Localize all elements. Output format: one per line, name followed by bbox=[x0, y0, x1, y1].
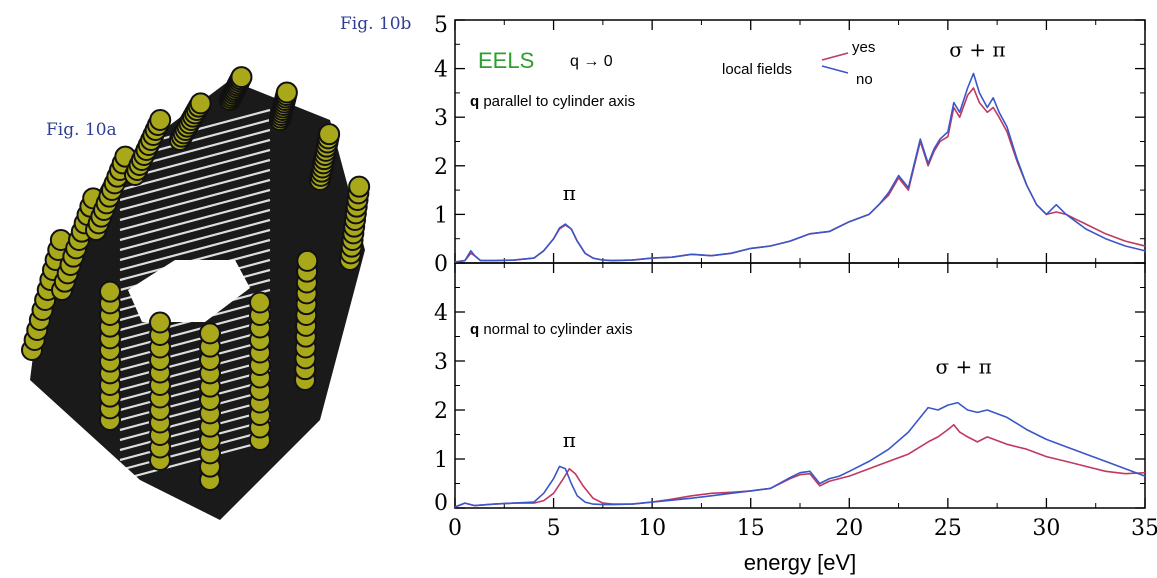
x-tick-label: 5 bbox=[547, 516, 561, 541]
y-tick-label: 3 bbox=[434, 106, 448, 131]
bond-line bbox=[119, 198, 271, 242]
peak-label: π bbox=[563, 428, 576, 452]
bond-line bbox=[119, 398, 271, 442]
bond-line bbox=[119, 148, 271, 192]
bond-line bbox=[119, 428, 271, 472]
carbon-atom bbox=[275, 81, 298, 104]
y-tick-label: 0 bbox=[434, 252, 448, 277]
y-tick-label: 2 bbox=[434, 155, 448, 180]
carbon-atom bbox=[318, 123, 341, 146]
y-tick-label: 4 bbox=[434, 301, 448, 326]
bottom-panel-frame bbox=[454, 262, 1146, 509]
x-axis-title: energy [eV] bbox=[744, 550, 857, 575]
carbon-atom bbox=[296, 249, 319, 272]
y-tick-label: 2 bbox=[434, 399, 448, 424]
carbon-atom bbox=[189, 92, 212, 115]
x-tick-label: 30 bbox=[1032, 516, 1060, 541]
carbon-atom bbox=[149, 109, 172, 131]
carbon-atom bbox=[348, 175, 371, 198]
bond-line bbox=[119, 408, 271, 452]
bond-line bbox=[119, 378, 271, 422]
y-tick-label: 0 bbox=[434, 491, 448, 516]
bond-line bbox=[119, 208, 271, 252]
series-line-yes-panel-2 bbox=[454, 423, 1146, 508]
x-tick-label: 25 bbox=[934, 516, 962, 541]
q-limit-label: q → 0 bbox=[570, 53, 613, 70]
legend-yes-label: yes bbox=[852, 39, 875, 56]
bond-line bbox=[119, 358, 271, 402]
bottom-condition-q: q bbox=[470, 321, 479, 338]
carbon-atom bbox=[199, 322, 221, 345]
legend-yes-line bbox=[821, 52, 849, 61]
bond-line bbox=[119, 348, 271, 392]
bond-line bbox=[119, 218, 271, 262]
peak-label: π bbox=[563, 181, 576, 205]
y-tick-label: 5 bbox=[434, 13, 448, 38]
legend-title: local fields bbox=[722, 61, 792, 78]
eels-label: EELS bbox=[478, 48, 534, 73]
peak-label: σ + π bbox=[949, 37, 1005, 61]
legend-no-label: no bbox=[856, 71, 873, 88]
bond-line bbox=[119, 168, 271, 212]
bond-line bbox=[119, 388, 271, 432]
x-tick-label: 20 bbox=[835, 516, 863, 541]
bond-line bbox=[119, 328, 271, 372]
x-tick-label: 35 bbox=[1131, 516, 1157, 541]
bottom-panel-condition: q normal to cylinder axis bbox=[470, 321, 633, 338]
bottom-condition-text: normal to cylinder axis bbox=[479, 321, 632, 338]
bond-line bbox=[119, 338, 271, 382]
tube-opening bbox=[128, 260, 250, 322]
bond-line bbox=[119, 228, 271, 272]
bond-line bbox=[119, 368, 271, 412]
carbon-atom bbox=[149, 311, 171, 334]
bond-line bbox=[119, 178, 271, 222]
top-panel-condition: q parallel to cylinder axis bbox=[470, 93, 635, 110]
fig-10b-label: Fig. 10b bbox=[340, 14, 412, 34]
series-line-no-panel-2 bbox=[454, 401, 1146, 508]
top-condition-q: q bbox=[470, 93, 479, 110]
top-condition-text: parallel to cylinder axis bbox=[479, 93, 635, 110]
top-panel-frame bbox=[454, 19, 1146, 264]
bond-line bbox=[119, 308, 271, 352]
x-tick-label: 10 bbox=[638, 516, 666, 541]
bond-line bbox=[119, 158, 271, 202]
bond-line bbox=[119, 418, 271, 462]
fig-10a-label: Fig. 10a bbox=[46, 120, 117, 140]
bond-line bbox=[119, 438, 271, 482]
atoms bbox=[21, 66, 371, 491]
carbon-atom bbox=[249, 291, 271, 314]
series-line-yes-panel-1 bbox=[454, 87, 1146, 263]
series-line-no-panel-1 bbox=[454, 72, 1146, 263]
y-tick-label: 1 bbox=[434, 448, 448, 473]
y-tick-label: 1 bbox=[434, 203, 448, 228]
bond-line bbox=[119, 318, 271, 362]
bond-line bbox=[119, 188, 271, 232]
x-tick-label: 15 bbox=[737, 516, 765, 541]
x-tick-label: 0 bbox=[448, 516, 462, 541]
peak-label: σ + π bbox=[935, 354, 991, 378]
carbon-atom bbox=[99, 280, 121, 303]
y-tick-label: 3 bbox=[434, 350, 448, 375]
y-tick-label: 4 bbox=[434, 58, 448, 83]
nanotube-illustration bbox=[21, 66, 371, 520]
legend-no-line bbox=[821, 65, 849, 74]
carbon-atom bbox=[230, 66, 253, 89]
